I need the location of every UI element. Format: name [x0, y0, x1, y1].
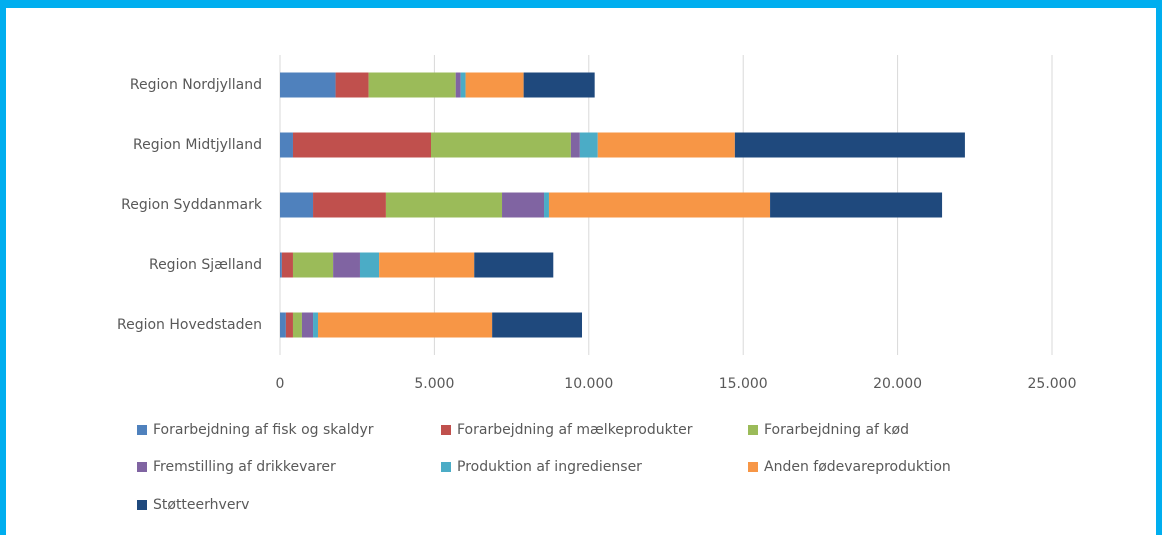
bar-segment	[502, 192, 545, 218]
bar-segment	[379, 252, 475, 278]
x-tick-label: 5.000	[414, 376, 454, 392]
bar-segment	[431, 132, 571, 158]
bar-segment	[313, 192, 386, 218]
bar-segment	[460, 72, 466, 98]
y-tick-label: Region Syddanmark	[121, 197, 263, 213]
bar-segment	[579, 132, 598, 158]
x-tick-label: 25.000	[1028, 376, 1077, 392]
legend-swatch	[441, 425, 451, 435]
bar-segment	[335, 72, 369, 98]
x-tick-label: 10.000	[564, 376, 613, 392]
bar-segment	[313, 312, 318, 338]
bar-segment	[734, 132, 965, 158]
bar-segment	[333, 252, 360, 278]
bar-segment	[385, 192, 503, 218]
legend-label: Forarbejdning af mælkeprodukter	[457, 422, 693, 438]
legend-swatch	[137, 500, 147, 510]
bar-segment	[280, 252, 282, 278]
bar-segment	[455, 72, 461, 98]
legend-label: Forarbejdning af fisk og skaldyr	[153, 422, 374, 438]
bar-segment	[317, 312, 493, 338]
legend-swatch	[441, 462, 451, 472]
bar-segment	[570, 132, 580, 158]
legend-label: Anden fødevareproduktion	[764, 459, 951, 475]
legend-swatch	[137, 462, 147, 472]
x-tick-label: 20.000	[873, 376, 922, 392]
bar-segment	[523, 72, 595, 98]
y-tick-label: Region Midtjylland	[133, 137, 262, 153]
x-tick-label: 15.000	[719, 376, 768, 392]
bar-segment	[280, 192, 314, 218]
y-tick-label: Region Nordjylland	[130, 77, 262, 93]
bar-segment	[280, 132, 293, 158]
legend-label: Støtteerhverv	[153, 497, 249, 513]
bar-segment	[285, 312, 293, 338]
bar-segment	[280, 312, 286, 338]
bar-segment	[281, 252, 293, 278]
legend-swatch	[748, 462, 758, 472]
legend-swatch	[137, 425, 147, 435]
bar-segment	[465, 72, 524, 98]
bar-segment	[544, 192, 549, 218]
bar-segment	[292, 132, 432, 158]
legend-label: Produktion af ingredienser	[457, 459, 642, 475]
bar-segment	[368, 72, 456, 98]
bar-segment	[474, 252, 554, 278]
bar-segment	[597, 132, 735, 158]
legend-swatch	[748, 425, 758, 435]
bar-segment	[770, 192, 943, 218]
bar-segment	[292, 312, 302, 338]
bar-segment	[492, 312, 583, 338]
bar-segment	[359, 252, 380, 278]
legend-label: Forarbejdning af kød	[764, 422, 909, 438]
y-tick-label: Region Sjælland	[149, 257, 262, 273]
x-tick-label: 0	[276, 376, 285, 392]
bar-segment	[292, 252, 334, 278]
bar-segment	[548, 192, 771, 218]
legend-label: Fremstilling af drikkevarer	[153, 459, 336, 475]
bar-segment	[301, 312, 314, 338]
y-tick-label: Region Hovedstaden	[117, 317, 262, 333]
bar-segment	[280, 72, 336, 98]
